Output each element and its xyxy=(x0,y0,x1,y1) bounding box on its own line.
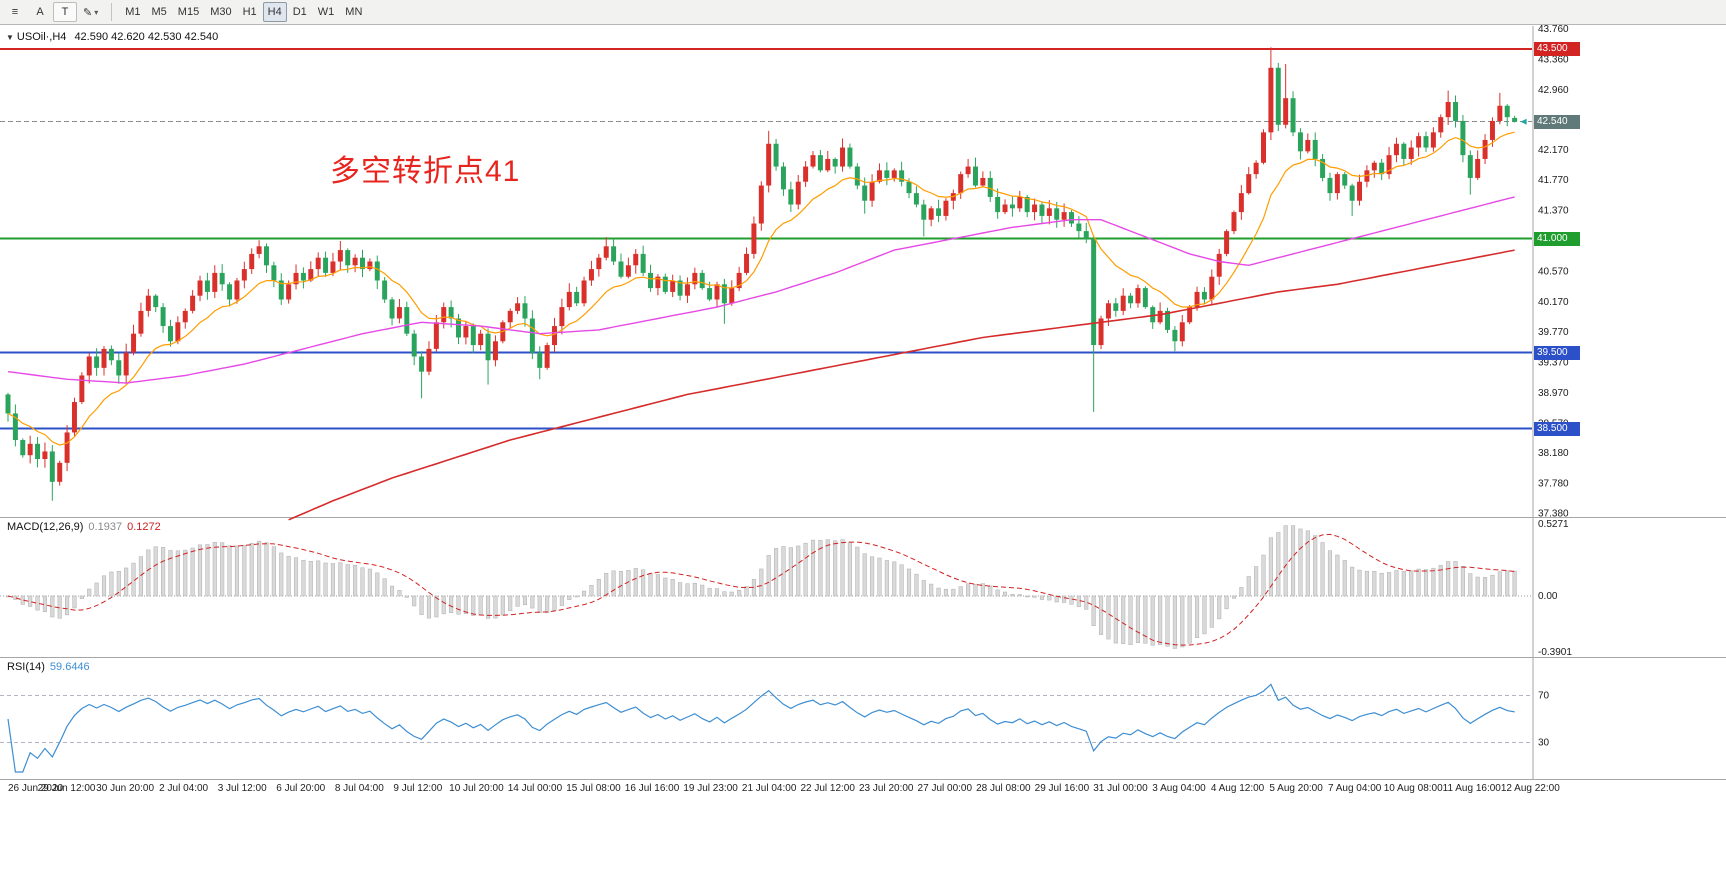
text-tool-button[interactable]: A xyxy=(36,6,44,18)
price-scale[interactable] xyxy=(1533,26,1726,780)
time-label: 9 Jul 12:00 xyxy=(393,783,443,794)
macd-main-value: 0.1937 xyxy=(88,521,123,533)
price-badge: 41.000 xyxy=(1534,231,1580,246)
timeframe-m15[interactable]: M15 xyxy=(177,6,200,18)
time-label: 7 Aug 04:00 xyxy=(1327,783,1382,794)
timeframe-d1[interactable]: D1 xyxy=(292,6,307,18)
time-label: 16 Jul 16:00 xyxy=(624,783,680,794)
chart-annotation-text[interactable]: 多空转折点41 xyxy=(330,155,521,188)
pen-color-button[interactable]: ✎ ▾ xyxy=(78,2,103,22)
time-label: 26 Jun 2020 xyxy=(8,783,64,794)
rsi-value: 59.6446 xyxy=(49,661,90,673)
time-label: 29 Jul 16:00 xyxy=(1034,783,1090,794)
pen-icon: ✎ xyxy=(83,6,93,19)
time-label: 5 Aug 20:00 xyxy=(1269,783,1323,794)
time-axis: 26 Jun 2020 29 Jun 12:00 30 Jun 20:00 2 Jul… xyxy=(0,783,1726,798)
time-label: 19 Jul 23:00 xyxy=(683,783,738,794)
time-label: 29 Jun 12:00 xyxy=(37,783,96,794)
timeframe-w1[interactable]: W1 xyxy=(317,6,335,18)
price-badge: 39.500 xyxy=(1534,345,1580,360)
chart-header: ▼ USOil·,H4 42.590 42.620 42.530 42.540 xyxy=(6,31,218,43)
time-label: 10 Jul 20:00 xyxy=(449,783,504,794)
rsi-panel[interactable] xyxy=(0,658,1532,779)
time-label: 3 Aug 04:00 xyxy=(1152,783,1206,794)
ohlc-values: 42.590 42.620 42.530 42.540 xyxy=(74,31,219,43)
rsi-name: RSI(14) xyxy=(7,661,45,673)
price-badge: 42.540 xyxy=(1534,114,1580,129)
time-label: 4 Aug 12:00 xyxy=(1210,783,1265,794)
time-label: 30 Jun 20:00 xyxy=(96,783,155,794)
timeframe-m1[interactable]: M1 xyxy=(125,6,141,18)
time-label: 28 Jul 08:00 xyxy=(976,783,1031,794)
macd-panel[interactable] xyxy=(0,518,1532,656)
timeframe-m30[interactable]: M30 xyxy=(210,6,232,18)
collapse-icon[interactable]: ▼ xyxy=(6,33,14,42)
time-label: 27 Jul 00:00 xyxy=(917,783,973,794)
price-badge: 38.500 xyxy=(1534,421,1580,436)
label-tool-button[interactable]: T xyxy=(53,2,77,22)
symbol-label: USOil·,H4 xyxy=(16,31,67,43)
timeframe-h1[interactable]: H1 xyxy=(242,6,257,18)
timeframe-mn[interactable]: MN xyxy=(345,6,363,18)
time-label: 3 Jul 12:00 xyxy=(217,783,267,794)
price-badge: 43.500 xyxy=(1534,41,1580,56)
time-label: 8 Jul 04:00 xyxy=(334,783,384,794)
time-label: 15 Jul 08:00 xyxy=(566,783,621,794)
macd-indicator-label: MACD(12,26,9) 0.1937 0.1272 xyxy=(7,521,161,533)
time-label: 6 Jul 20:00 xyxy=(276,783,326,794)
time-label: 14 Jul 00:00 xyxy=(507,783,563,794)
time-label: 21 Jul 04:00 xyxy=(741,783,797,794)
time-label: 11 Aug 16:00 xyxy=(1442,783,1501,794)
time-label: 22 Jul 12:00 xyxy=(800,783,855,794)
timeframe-group: M1 M5 M15 M30 H1 H4 D1 W1 MN xyxy=(120,2,367,22)
time-label: 2 Jul 04:00 xyxy=(159,783,209,794)
macd-name: MACD(12,26,9) xyxy=(7,521,84,533)
chevron-down-icon: ▾ xyxy=(94,7,99,17)
timeframe-h4[interactable]: H4 xyxy=(262,2,287,22)
chart-windows-icon[interactable]: ≡ xyxy=(11,6,19,18)
time-label: 23 Jul 20:00 xyxy=(859,783,914,794)
toolbar: ≡ A T ✎ ▾ M1 M5 M15 M30 H1 H4 D1 W1 MN xyxy=(0,0,1726,25)
time-label: 10 Aug 08:00 xyxy=(1383,783,1443,794)
timeframe-m5[interactable]: M5 xyxy=(151,6,167,18)
time-label: 31 Jul 00:00 xyxy=(1093,783,1148,794)
main-chart[interactable] xyxy=(0,26,1532,516)
time-label: 12 Aug 22:00 xyxy=(1500,783,1560,794)
rsi-indicator-label: RSI(14) 59.6446 xyxy=(7,661,90,673)
macd-signal-value: 0.1272 xyxy=(127,521,161,533)
toolbar-separator xyxy=(111,3,113,21)
